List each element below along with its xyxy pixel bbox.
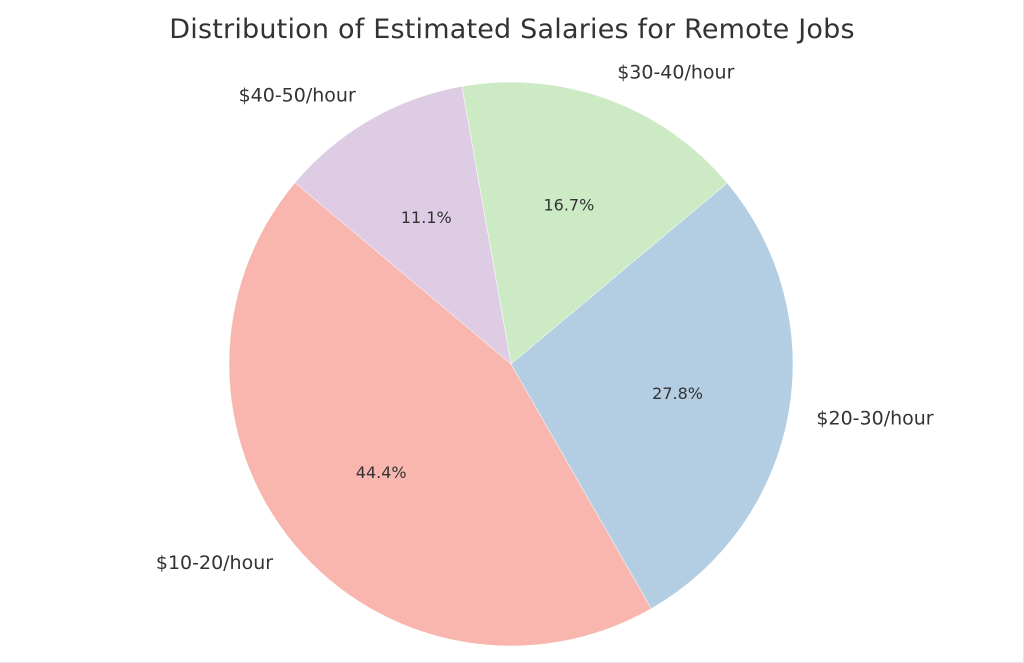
pie-slices [228,81,794,647]
pie-category-label: $20-30/hour [816,408,933,430]
pie-percent-label: 44.4% [356,463,407,482]
pie-percent-label: 16.7% [543,196,594,215]
pie-slice-4 [294,86,512,365]
pie-slice-2 [510,182,794,609]
pie-percent-label: 11.1% [401,208,452,227]
pie-slice-1 [228,182,652,647]
pie-category-label: $10-20/hour [156,552,273,574]
pie-slice-3 [461,81,728,365]
pie-percent-label: 27.8% [652,384,703,403]
pie-category-label: $30-40/hour [617,62,734,84]
pie-labels: 44.4% $10-20/hour 27.8% $20-30/hour 16.7% $30… [156,62,934,575]
chart-title: Distribution of Estimated Salaries for R… [169,14,855,45]
pie-category-label: $40-50/hour [239,84,356,106]
